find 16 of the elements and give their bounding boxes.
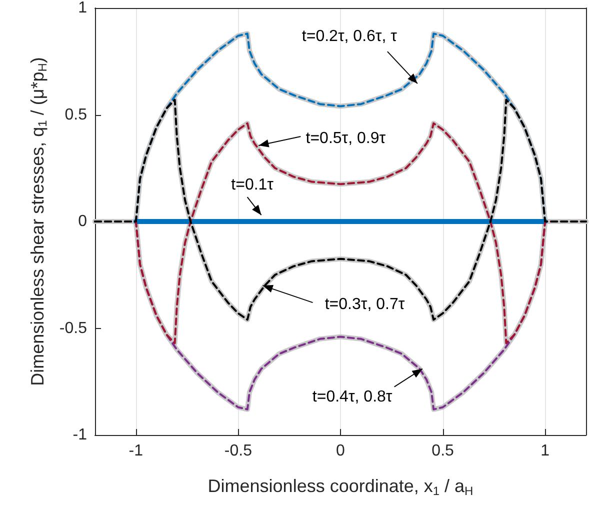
y-tick-label: -0.5 [59, 320, 88, 337]
x-tick-label: 1 [540, 442, 550, 460]
x-tick-label: -1 [128, 442, 144, 460]
x-tick-label: -0.5 [224, 442, 252, 460]
y-tick-label: 1 [78, 0, 88, 16]
y-axis-title: Dimensionless shear stresses, q1 / (μ*pH) [28, 57, 50, 386]
annotation: t=0.3τ, 0.7τ [324, 296, 406, 314]
y-tick-label: -1 [72, 426, 88, 444]
x-tick-label: 0.5 [432, 442, 454, 460]
y-tick-label: 0.5 [64, 106, 88, 124]
annotation: t=0.1τ [231, 176, 274, 194]
y-tick-label: 0 [78, 213, 88, 230]
annotation: t=0.4τ, 0.8τ [312, 388, 393, 406]
x-tick-label: 0 [336, 442, 346, 460]
annotation: t=0.2τ, 0.6τ, τ [302, 28, 398, 46]
annotation: t=0.5τ, 0.9τ [306, 130, 386, 147]
